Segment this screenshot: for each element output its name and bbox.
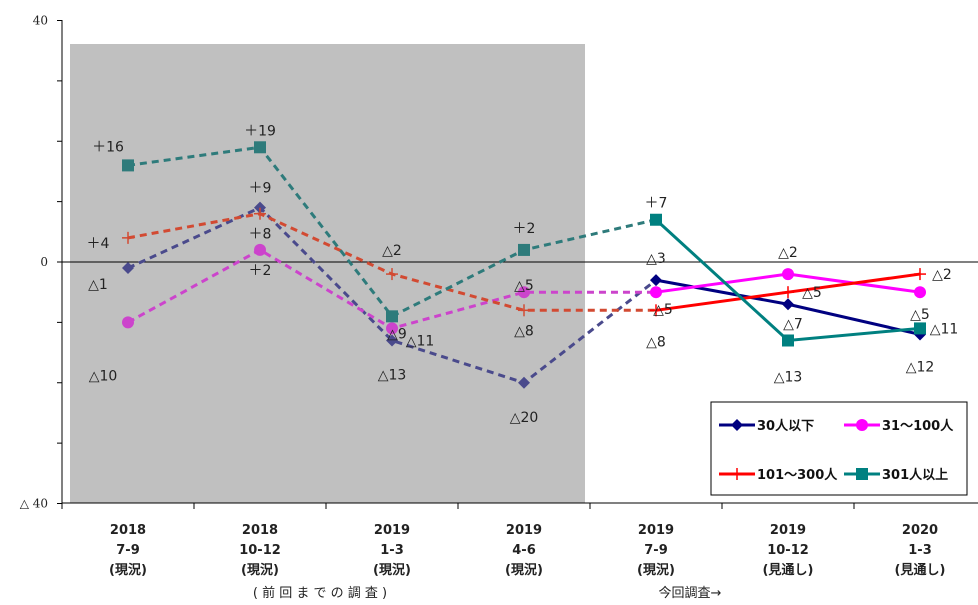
category-label: (現況) bbox=[109, 562, 147, 578]
category-label: (見通し) bbox=[763, 562, 814, 578]
data-label: △8 bbox=[646, 334, 666, 350]
data-point-circle bbox=[518, 286, 530, 299]
legend-label: 31～100人 bbox=[882, 418, 954, 434]
category-label: 10-12 bbox=[767, 543, 809, 558]
data-label: △13 bbox=[774, 369, 803, 385]
category-label: 4-6 bbox=[512, 543, 536, 558]
category-label: (現況) bbox=[241, 562, 279, 578]
series-markers bbox=[122, 141, 926, 389]
y-tick-label: △ 40 bbox=[20, 497, 48, 511]
category-labels: 2018 7-9 (現況) 2018 10-12 (現況) 2019 1-3 (現況) 2019 4… bbox=[109, 523, 945, 578]
data-point-plus bbox=[731, 468, 743, 480]
previous-survey-note: ( 前 回 ま で の 調 査 ) bbox=[253, 585, 387, 601]
data-labels: △1＋9△13△20△3△7△12△10＋2△11△5△5△2△5＋4＋8△2△… bbox=[87, 123, 959, 425]
data-point-circle bbox=[254, 243, 266, 256]
data-point-circle bbox=[914, 286, 926, 299]
data-label: △10 bbox=[89, 368, 118, 384]
data-point-plus bbox=[650, 304, 662, 317]
data-label: △7 bbox=[783, 316, 803, 332]
data-point-square bbox=[518, 243, 530, 256]
axes: 40 0 △ 40 bbox=[20, 14, 978, 511]
data-point-diamond bbox=[782, 298, 794, 311]
category-label: 2019 bbox=[770, 523, 806, 538]
data-point-diamond bbox=[386, 334, 398, 347]
data-label: ＋2 bbox=[513, 221, 536, 237]
data-point-square bbox=[856, 468, 868, 480]
category-label: 7-9 bbox=[644, 543, 668, 558]
data-label: ＋7 bbox=[645, 196, 668, 212]
data-point-diamond bbox=[122, 262, 134, 275]
y-tick-label: 40 bbox=[33, 14, 48, 28]
data-label: △5 bbox=[653, 302, 673, 318]
category-label: 2019 bbox=[638, 523, 674, 538]
data-label: △8 bbox=[514, 323, 534, 339]
data-point-square bbox=[782, 334, 794, 347]
data-label: △5 bbox=[802, 285, 822, 301]
data-label: △1 bbox=[88, 277, 108, 293]
data-point-square bbox=[254, 141, 266, 154]
category-label: 2018 bbox=[242, 523, 278, 538]
data-point-square bbox=[914, 322, 926, 335]
legend-box bbox=[710, 401, 968, 496]
data-point-diamond bbox=[650, 274, 662, 287]
current-survey-note: 今回調査→ bbox=[659, 585, 722, 601]
category-label: (見通し) bbox=[895, 562, 946, 578]
category-label: 1-3 bbox=[908, 543, 932, 558]
y-tick-label: 0 bbox=[40, 255, 48, 269]
category-label: 2018 bbox=[110, 523, 146, 538]
category-label: 2020 bbox=[902, 523, 938, 538]
data-point-diamond bbox=[731, 419, 743, 431]
data-point-plus bbox=[782, 286, 794, 299]
category-label: (現況) bbox=[637, 562, 675, 578]
data-label: △20 bbox=[510, 410, 539, 426]
data-label: ＋2 bbox=[249, 263, 272, 279]
data-label: △2 bbox=[932, 267, 952, 283]
data-point-plus bbox=[254, 207, 266, 220]
data-point-square bbox=[650, 213, 662, 226]
data-point-circle bbox=[386, 322, 398, 335]
data-point-plus bbox=[122, 231, 134, 244]
data-label: △11 bbox=[930, 321, 959, 337]
legend-label: 30人以下 bbox=[757, 418, 814, 434]
category-label: 2019 bbox=[374, 523, 410, 538]
category-label: (現況) bbox=[505, 562, 543, 578]
previous-survey-shading bbox=[70, 44, 585, 503]
data-point-circle bbox=[782, 268, 794, 281]
data-point-circle bbox=[856, 419, 868, 431]
series-line-history bbox=[127, 205, 657, 385]
data-label: ＋4 bbox=[87, 236, 110, 252]
data-label: △5 bbox=[910, 307, 930, 323]
data-label: ＋19 bbox=[244, 123, 276, 139]
data-label: △5 bbox=[514, 278, 534, 294]
data-point-square bbox=[386, 310, 398, 323]
data-point-plus bbox=[386, 268, 398, 281]
series-line-history bbox=[127, 145, 657, 319]
data-label: △2 bbox=[778, 245, 798, 261]
data-point-plus bbox=[914, 268, 926, 281]
data-label: △11 bbox=[406, 333, 435, 349]
data-point-circle bbox=[122, 316, 134, 329]
legend-label: 301人以上 bbox=[882, 467, 948, 483]
data-label: ＋16 bbox=[92, 139, 124, 155]
category-label: 2019 bbox=[506, 523, 542, 538]
category-label: 10-12 bbox=[239, 543, 281, 558]
data-point-circle bbox=[650, 286, 662, 299]
legend-label: 101～300人 bbox=[757, 467, 838, 483]
data-label: ＋9 bbox=[249, 181, 272, 197]
data-label: △12 bbox=[906, 359, 935, 375]
data-point-diamond bbox=[254, 201, 266, 214]
data-point-diamond bbox=[518, 376, 530, 389]
data-label: △9 bbox=[387, 326, 407, 342]
data-label: △3 bbox=[646, 251, 666, 267]
data-point-square bbox=[122, 159, 134, 172]
category-label: 7-9 bbox=[116, 543, 140, 558]
data-label: △2 bbox=[382, 243, 402, 259]
data-point-plus bbox=[518, 304, 530, 317]
data-label: △13 bbox=[378, 367, 407, 383]
category-label: 1-3 bbox=[380, 543, 404, 558]
data-label: ＋8 bbox=[249, 227, 272, 243]
legend: 30人以下 31～100人 101～300人 301人以上 bbox=[710, 401, 968, 496]
category-label: (現況) bbox=[373, 562, 411, 578]
